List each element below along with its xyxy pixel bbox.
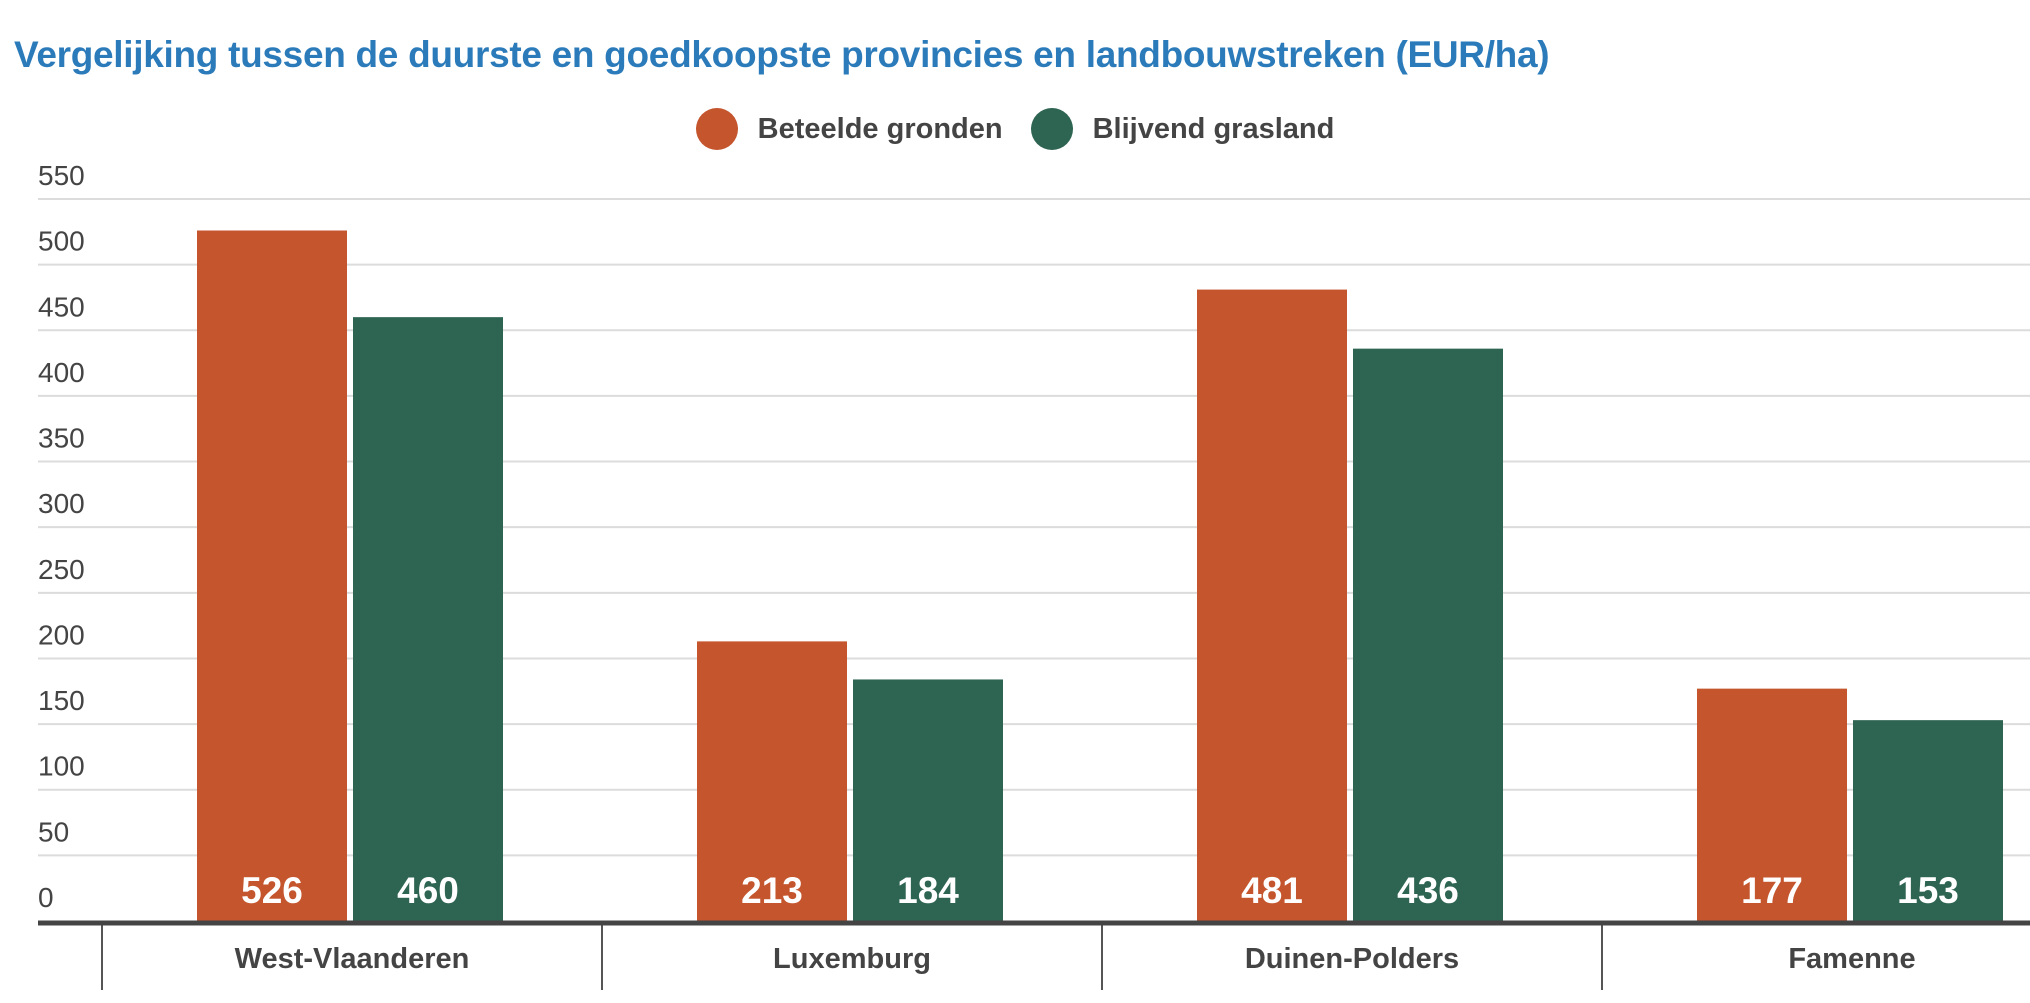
y-tick-label: 0 xyxy=(38,882,54,913)
y-tick-label: 500 xyxy=(38,226,85,257)
y-tick-label: 350 xyxy=(38,423,85,454)
y-tick-label: 250 xyxy=(38,554,85,585)
bar-blijvend-grasland xyxy=(1353,348,1503,922)
y-tick-label: 300 xyxy=(38,488,85,519)
x-tick-label: Luxemburg xyxy=(773,943,931,975)
chart-title: Vergelijking tussen de duurste en goedko… xyxy=(14,34,1550,75)
legend-swatch xyxy=(1030,108,1073,150)
y-tick-label: 450 xyxy=(38,291,85,322)
data-label: 436 xyxy=(1397,870,1459,911)
data-label: 213 xyxy=(741,870,803,911)
bar-beteelde-gronden xyxy=(1197,289,1347,921)
x-tick-label: West-Vlaanderen xyxy=(235,943,470,975)
data-label: 460 xyxy=(397,870,459,911)
y-tick-label: 550 xyxy=(38,160,85,191)
legend: Beteelde gronden Blijvend grasland xyxy=(0,108,2030,150)
data-label: 153 xyxy=(1897,870,1959,911)
data-label: 526 xyxy=(241,870,303,911)
bar-beteelde-gronden xyxy=(197,230,347,922)
bar-beteelde-gronden xyxy=(697,641,847,921)
y-tick-label: 100 xyxy=(38,751,85,782)
legend-label: Blijvend grasland xyxy=(1092,112,1335,145)
bar-beteelde-gronden xyxy=(1697,688,1847,921)
x-tick-label: Famenne xyxy=(1788,943,1915,975)
data-label: 184 xyxy=(897,870,959,911)
y-tick-label: 50 xyxy=(38,816,69,847)
bar-blijvend-grasland xyxy=(1853,720,2003,921)
legend-item-beteelde-gronden: Beteelde gronden xyxy=(695,108,1003,150)
y-tick-label: 150 xyxy=(38,685,85,716)
x-tick-label: Duinen-Polders xyxy=(1245,943,1459,975)
legend-swatch xyxy=(695,108,738,150)
bar-blijvend-grasland xyxy=(853,679,1003,921)
legend-item-blijvend-grasland: Blijvend grasland xyxy=(1030,108,1335,150)
data-label: 481 xyxy=(1241,870,1303,911)
data-label: 177 xyxy=(1741,870,1803,911)
legend-label: Beteelde gronden xyxy=(757,112,1003,145)
y-tick-label: 200 xyxy=(38,619,85,650)
bar-blijvend-grasland xyxy=(353,317,503,921)
y-tick-label: 400 xyxy=(38,357,85,388)
